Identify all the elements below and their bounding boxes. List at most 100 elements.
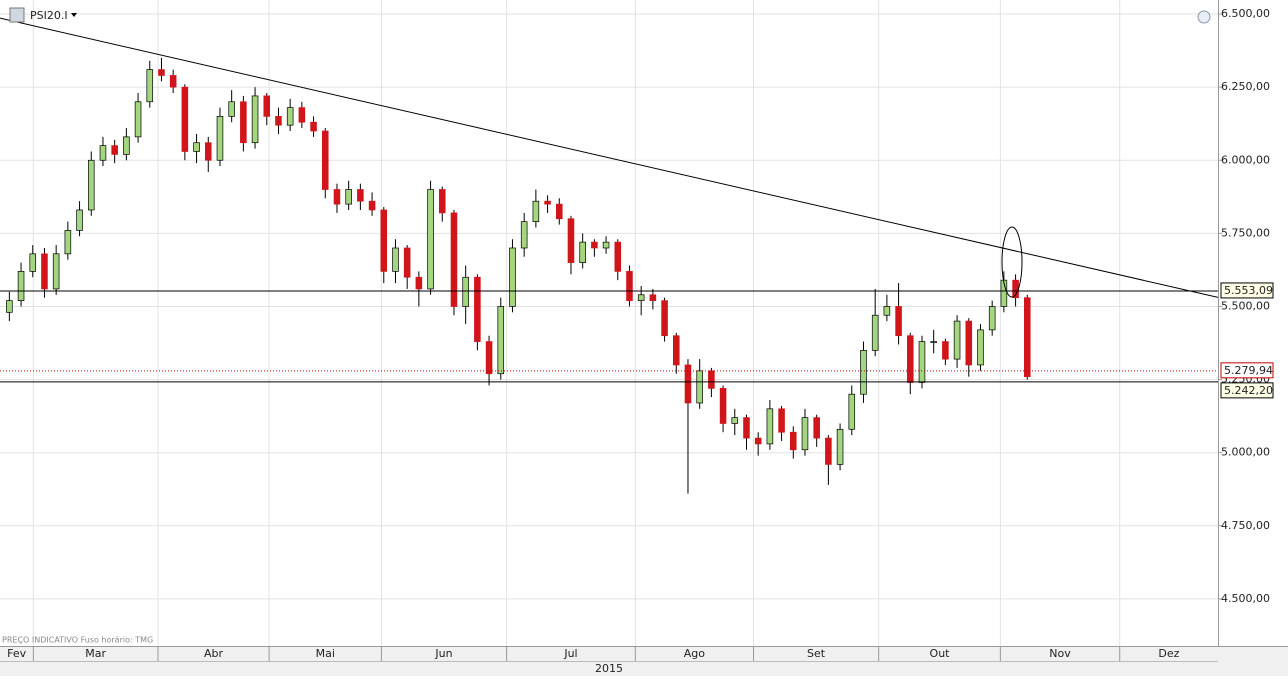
x-tick-label: Out <box>930 647 951 660</box>
candle-body <box>661 300 668 337</box>
plot <box>0 17 1219 494</box>
candle-body <box>579 241 586 263</box>
y-tick-label: 5.000,00 <box>1221 446 1270 459</box>
year-label: 2015 <box>595 662 623 675</box>
candle-body <box>310 121 317 132</box>
candle-body <box>684 364 692 404</box>
highlight-ellipse <box>1001 226 1023 298</box>
candle-body <box>649 294 657 301</box>
candle-body <box>509 247 516 307</box>
y-tick-label: 4.750,00 <box>1221 519 1270 532</box>
x-tick-label: Fev <box>7 647 26 660</box>
candle-body <box>380 209 388 272</box>
x-tick-label: Jun <box>434 647 452 660</box>
candle-body <box>286 107 294 126</box>
candle-body <box>321 130 329 190</box>
candle-body <box>988 306 996 331</box>
candle-body <box>567 218 575 263</box>
candle-body <box>626 271 633 301</box>
candle-body <box>977 329 984 366</box>
candle-body <box>813 417 820 439</box>
candle-body <box>895 306 902 337</box>
candle-body <box>719 388 727 424</box>
y-tick-label: 6.250,00 <box>1221 80 1270 93</box>
symbol[interactable]: PSI20.I <box>30 9 68 22</box>
level-label: 5.279,94 <box>1224 364 1273 377</box>
y-tick-label: 6.500,00 <box>1221 7 1270 20</box>
clock-icon[interactable] <box>1197 10 1211 24</box>
candle-body <box>520 221 528 249</box>
candle-body <box>953 320 961 360</box>
candle-body <box>860 349 867 395</box>
candle-body <box>696 370 703 404</box>
candle-body <box>438 189 446 214</box>
candle-body <box>52 253 60 290</box>
candle-body <box>193 142 200 152</box>
candle-body <box>883 306 891 316</box>
candle-body <box>87 159 95 211</box>
candle-body <box>743 417 750 439</box>
x-tick-label: Dez <box>1158 647 1179 660</box>
x-tick-label: Nov <box>1049 647 1071 660</box>
y-tick-label: 4.500,00 <box>1221 592 1270 605</box>
candle-body <box>392 247 399 272</box>
grid <box>0 0 1218 646</box>
candle-body <box>29 253 37 272</box>
candle-body <box>591 241 598 249</box>
candle-body <box>637 294 645 301</box>
candle-body <box>134 101 142 138</box>
candle-body <box>778 408 785 433</box>
candle-body <box>790 431 797 451</box>
candle-body <box>357 189 364 202</box>
candle-body <box>204 142 212 161</box>
level-label-box <box>1220 362 1274 379</box>
candle-body <box>602 241 610 249</box>
candle-body <box>240 101 247 144</box>
x-tick-label: Abr <box>204 647 224 660</box>
candle-body <box>181 86 189 152</box>
candle-body <box>415 276 423 290</box>
candle-body <box>169 75 177 88</box>
y-axis-panel <box>1218 0 1288 676</box>
candle-body <box>918 341 926 383</box>
candle-body <box>965 320 973 366</box>
candle-body <box>228 101 235 117</box>
candle-body <box>64 230 72 255</box>
candle-body <box>76 209 83 231</box>
candle-body <box>754 437 762 445</box>
candle-body <box>41 253 48 290</box>
x-tick-label: Mai <box>316 647 335 660</box>
candle-body <box>1024 297 1031 378</box>
candle-body <box>544 200 551 205</box>
candle-body <box>368 200 376 211</box>
level-label: 5.553,09 <box>1224 284 1273 297</box>
candle-body <box>836 428 844 465</box>
y-tick-label: 5.500,00 <box>1221 299 1270 312</box>
candle-body <box>474 276 481 342</box>
candle-body <box>216 116 224 161</box>
candle-body <box>427 189 434 290</box>
candle-body <box>555 203 563 220</box>
candle-body <box>930 341 937 343</box>
candle-body <box>158 69 165 76</box>
candle-body <box>848 393 856 430</box>
candle-body <box>403 247 411 278</box>
level-label-box <box>1220 382 1274 399</box>
candle-body <box>708 370 715 389</box>
candle-body <box>450 212 458 307</box>
candle-body <box>99 145 107 161</box>
candle-body <box>942 341 949 360</box>
candle-body <box>111 145 118 155</box>
symbol-icon[interactable] <box>9 7 25 23</box>
candle-body <box>673 335 680 366</box>
candle-body <box>766 408 774 445</box>
candle-body <box>275 116 282 126</box>
candle-body <box>801 417 809 451</box>
candle-body <box>871 314 879 351</box>
candle-body <box>907 335 914 383</box>
symbol-dropdown[interactable] <box>71 13 77 17</box>
candle-body <box>345 189 352 205</box>
candle-body <box>123 136 130 155</box>
